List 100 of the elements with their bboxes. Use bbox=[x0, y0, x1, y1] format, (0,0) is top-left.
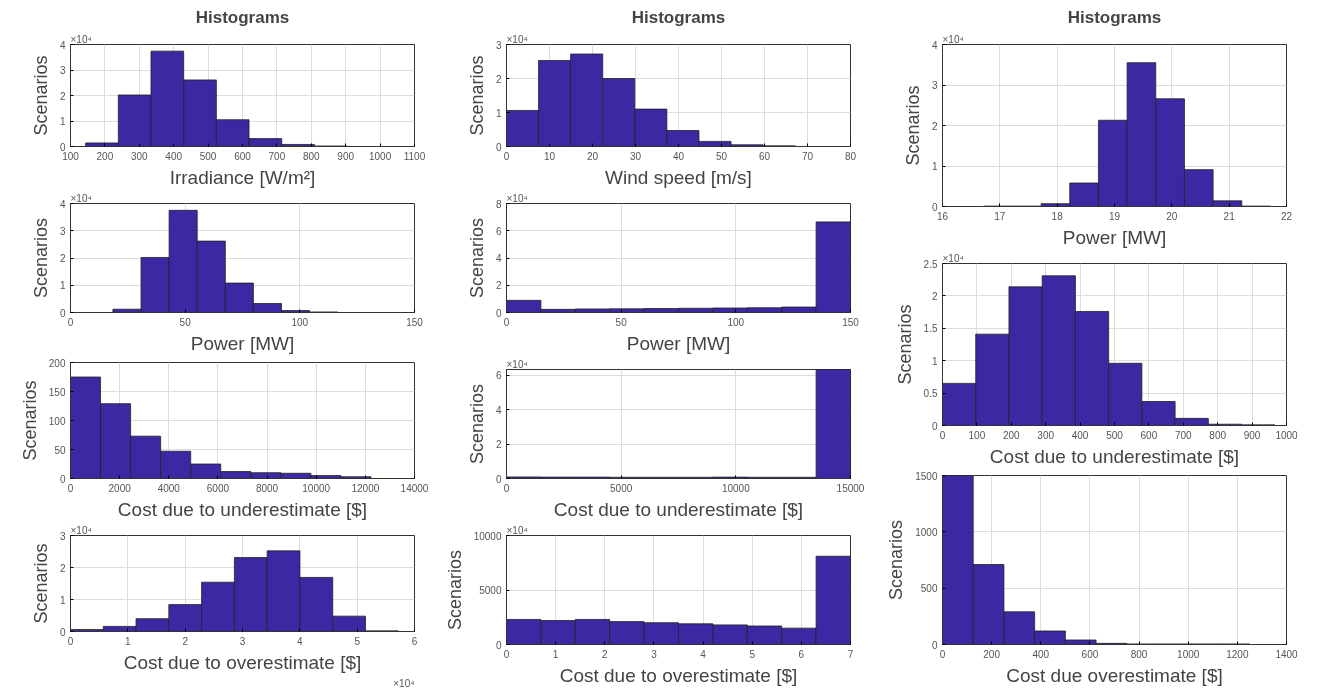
x-tick-label: 900 bbox=[337, 150, 355, 162]
x-tick-label: 19 bbox=[1108, 210, 1121, 222]
x-tick-label: 6 bbox=[798, 648, 805, 660]
y-tick-label: 2 bbox=[931, 290, 938, 302]
chart-title: Histograms bbox=[631, 7, 726, 27]
y-tick-label: 4 bbox=[495, 404, 502, 416]
chart-title: Histograms bbox=[1067, 7, 1162, 27]
y-axis-title: Scenarios bbox=[886, 519, 907, 601]
x-tick-label: 80 bbox=[844, 150, 857, 162]
x-tick-label: 0 bbox=[503, 316, 510, 328]
y-axis-title: Scenarios bbox=[444, 549, 465, 631]
x-tick-label: 1400 bbox=[1275, 648, 1299, 660]
y-tick-label: 2 bbox=[59, 562, 66, 574]
x-tick-label: 10000 bbox=[721, 482, 751, 494]
x-tick-label: 600 bbox=[1081, 648, 1099, 660]
text: ×10⁴ bbox=[506, 358, 528, 370]
y-tick-label: 6 bbox=[495, 370, 502, 382]
x-tick-label: 700 bbox=[268, 150, 286, 162]
y-tick-label: 0 bbox=[495, 141, 502, 153]
x-axis-title: Wind speed [m/s] bbox=[605, 166, 752, 188]
x-axis-title: Cost due to overestimate [$] bbox=[559, 664, 798, 686]
x-tick-label: 50 bbox=[615, 316, 628, 328]
y-tick-label: 1 bbox=[59, 116, 66, 127]
x-tick-label: 1100 bbox=[403, 150, 426, 162]
x-tick-label: 1 bbox=[125, 635, 132, 647]
x-tick-label: 10 bbox=[543, 150, 556, 162]
x-axis-title: Power [MW] bbox=[190, 332, 295, 354]
x-tick-label: 400 bbox=[165, 150, 183, 162]
x-tick-label: 100 bbox=[727, 316, 745, 328]
x-tick-label: 700 bbox=[1174, 429, 1193, 441]
y-tick-label: 50 bbox=[54, 444, 66, 456]
x-tick-label: 800 bbox=[1209, 429, 1227, 441]
y-tick-label: 4 bbox=[495, 253, 502, 264]
y-tick-label: 0 bbox=[59, 307, 66, 319]
x-tick-label: 30 bbox=[629, 150, 642, 162]
y-tick-label: 2 bbox=[931, 120, 938, 132]
x-tick-label: 0 bbox=[939, 648, 946, 660]
y-tick-label: 500 bbox=[920, 583, 938, 595]
x-axis-title: Cost due overestimate [$] bbox=[1006, 664, 1223, 686]
y-axis-title: Scenarios bbox=[19, 380, 40, 461]
y-tick-label: 100 bbox=[48, 415, 66, 427]
x-tick-label: 1 bbox=[552, 648, 559, 660]
x-tick-label: 70 bbox=[801, 150, 814, 162]
x-tick-label: 2 bbox=[602, 648, 608, 660]
x-tick-label: 12000 bbox=[351, 482, 380, 494]
x-tick-label: 900 bbox=[1243, 429, 1261, 441]
y-tick-label: 2 bbox=[495, 439, 502, 451]
x-tick-label: 18 bbox=[1051, 210, 1064, 222]
x-tick-label: 300 bbox=[1037, 429, 1055, 441]
x-tick-label: 200 bbox=[983, 648, 1001, 660]
x-tick-label: 22 bbox=[1280, 210, 1293, 222]
x-tick-label: 2000 bbox=[108, 482, 132, 494]
x-tick-label: 1000 bbox=[1177, 648, 1200, 660]
y-tick-label: 1 bbox=[495, 107, 502, 119]
x-tick-label: 4 bbox=[700, 648, 707, 660]
y-tick-label: 0 bbox=[59, 626, 66, 638]
y-axis-title: Scenarios bbox=[466, 217, 487, 299]
annotation: ×10⁴ bbox=[942, 252, 964, 264]
x-tick-label: 50 bbox=[715, 150, 728, 162]
y-axis-title: Scenarios bbox=[30, 543, 51, 624]
y-tick-label: 2 bbox=[59, 90, 66, 102]
x-tick-label: 4000 bbox=[157, 482, 181, 494]
y-axis-title: Scenarios bbox=[466, 383, 487, 465]
y-tick-label: 0 bbox=[495, 307, 502, 319]
y-axis-title: Scenarios bbox=[894, 304, 915, 385]
x-tick-label: 300 bbox=[130, 150, 149, 162]
y-axis-title: Scenarios bbox=[30, 55, 51, 136]
y-axis-title: Scenarios bbox=[902, 85, 923, 166]
x-tick-label: 6 bbox=[411, 635, 418, 647]
y-tick-label: 8 bbox=[495, 198, 502, 210]
y-tick-label: 0 bbox=[931, 201, 938, 213]
x-tick-label: 1200 bbox=[1226, 648, 1249, 660]
x-axis-title: Power [MW] bbox=[626, 332, 731, 354]
x-tick-label: 500 bbox=[199, 150, 217, 162]
x-tick-label: 5000 bbox=[610, 482, 633, 494]
y-tick-label: 4 bbox=[59, 39, 66, 51]
y-tick-label: 1 bbox=[59, 280, 66, 292]
x-tick-label: 60 bbox=[758, 150, 771, 162]
y-tick-label: 1.5 bbox=[923, 323, 938, 335]
x-axis-title: Cost due to underestimate [$] bbox=[553, 498, 804, 520]
x-tick-label: 4 bbox=[297, 635, 304, 647]
y-axis-title: Scenarios bbox=[466, 55, 487, 136]
x-tick-label: 150 bbox=[842, 316, 860, 328]
y-tick-label: 4 bbox=[931, 39, 938, 51]
x-tick-label: 17 bbox=[994, 210, 1006, 222]
text: ×10⁴ bbox=[70, 33, 92, 45]
x-tick-label: 8000 bbox=[255, 482, 279, 494]
y-tick-label: 2 bbox=[495, 73, 502, 85]
x-axis-title: Power [MW] bbox=[1062, 226, 1167, 248]
x-tick-label: 21 bbox=[1223, 210, 1236, 222]
x-tick-label: 150 bbox=[406, 316, 424, 328]
text: ×10⁴ bbox=[942, 33, 964, 45]
x-tick-label: 800 bbox=[1130, 648, 1148, 660]
x-tick-label: 0 bbox=[67, 635, 74, 647]
x-tick-label: 0 bbox=[503, 150, 510, 162]
y-tick-label: 2 bbox=[495, 280, 502, 292]
y-tick-label: 1000 bbox=[915, 526, 938, 538]
x-tick-label: 15000 bbox=[836, 482, 865, 494]
y-tick-label: 1500 bbox=[915, 470, 938, 482]
y-tick-label: 150 bbox=[48, 386, 66, 398]
